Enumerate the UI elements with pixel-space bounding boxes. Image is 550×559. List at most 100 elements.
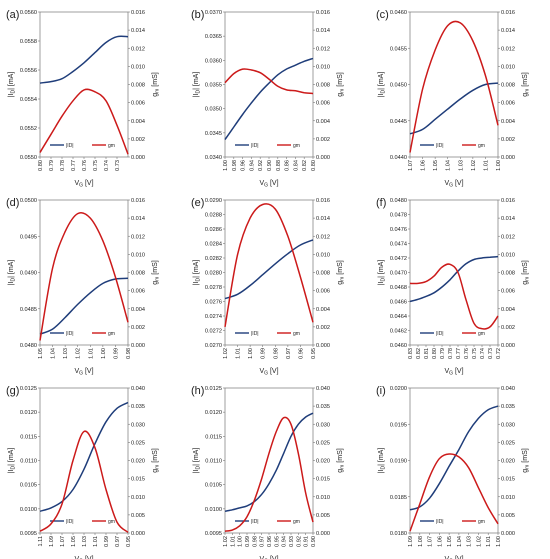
left-axis-label-sub: D xyxy=(11,466,17,470)
x-tick-label: 1.01 xyxy=(93,536,99,547)
panel-label: (a) xyxy=(6,9,19,21)
left-tick-label: 0.0480 xyxy=(20,343,37,349)
legend-label: gm xyxy=(108,519,115,525)
left-tick-label: 0.0110 xyxy=(205,459,222,465)
right-axis-label: gm [mS] xyxy=(337,260,346,284)
x-tick-label: 0.98 xyxy=(232,160,238,171)
left-tick-label: 0.0272 xyxy=(205,329,222,335)
x-tick-label: 0.97 xyxy=(286,348,292,359)
panel-label: (d) xyxy=(6,197,19,209)
series-line-gm xyxy=(224,68,314,95)
panel-b: (b) 0.0340 0.0345 0.0350 0.0355 0.0360 0.0365 0… xyxy=(191,9,346,189)
left-tick-label: 0.0556 xyxy=(20,68,37,74)
x-axis-label-unit: [V] xyxy=(268,556,279,559)
right-axis-label-unit: [mS] xyxy=(337,448,344,464)
legend-label: |ID| xyxy=(66,519,74,525)
left-tick-label: 0.0280 xyxy=(205,271,222,277)
right-tick-label: 0.016 xyxy=(501,10,515,16)
left-axis-label: |ID| [mA] xyxy=(193,260,202,286)
x-axis-label-unit: [V] xyxy=(83,556,94,559)
right-axis-label: gm [mS] xyxy=(337,72,346,96)
x-tick-label: 0.93 xyxy=(289,536,295,547)
right-tick-label: 0.025 xyxy=(131,440,145,446)
left-tick-label: 0.0365 xyxy=(205,34,222,40)
x-tick-label: 0.99 xyxy=(261,348,267,359)
right-tick-label: 0.010 xyxy=(501,495,515,501)
left-tick-label: 0.0355 xyxy=(205,83,222,89)
x-axis-label-main: V xyxy=(74,368,79,375)
x-tick-label: 1.05 xyxy=(447,536,453,547)
left-axis-label-sub: D xyxy=(196,90,202,94)
left-tick-label: 0.0440 xyxy=(390,155,407,161)
x-tick-label: 0.92 xyxy=(296,536,302,547)
right-tick-label: 0.012 xyxy=(131,234,145,240)
panel-label: (c) xyxy=(376,9,389,21)
panel-h: (h) 0.0095 0.0100 0.0105 0.0110 0.0115 0.0120 0… xyxy=(191,385,346,559)
right-axis-label-unit: [mS] xyxy=(152,260,159,276)
right-axis-label-main: g xyxy=(152,281,159,285)
right-axis-label-unit: [mS] xyxy=(337,260,344,276)
x-tick-label: 1.06 xyxy=(437,536,443,547)
left-axis-label-sub: D xyxy=(381,466,387,470)
x-tick-label: 0.94 xyxy=(249,160,255,171)
x-tick-label: 0.75 xyxy=(472,348,478,359)
panel-g: (g) 0.0095 0.0100 0.0105 0.0110 0.0115 0.0120 0… xyxy=(6,385,161,559)
x-tick-label: 0.96 xyxy=(241,160,247,171)
x-tick-label: 0.73 xyxy=(115,160,121,171)
right-axis-label-unit: [mS] xyxy=(337,72,344,88)
left-tick-label: 0.0288 xyxy=(205,213,222,219)
series-line-gm xyxy=(224,416,314,532)
right-tick-label: 0.005 xyxy=(316,513,330,519)
left-tick-label: 0.0474 xyxy=(390,242,407,248)
panel-label: (i) xyxy=(376,385,386,397)
left-tick-label: 0.0200 xyxy=(390,386,407,392)
left-axis-label-sub: D xyxy=(381,90,387,94)
left-tick-label: 0.0485 xyxy=(20,307,37,313)
x-tick-label: 0.78 xyxy=(448,348,454,359)
right-axis-label-main: g xyxy=(522,281,529,285)
right-tick-label: 0.004 xyxy=(316,307,330,313)
left-tick-label: 0.0190 xyxy=(390,459,407,465)
x-axis-label-main: V xyxy=(259,180,264,187)
x-tick-label: 1.03 xyxy=(82,536,88,547)
right-tick-label: 0.000 xyxy=(131,155,145,161)
left-tick-label: 0.0500 xyxy=(20,198,37,204)
right-tick-label: 0.000 xyxy=(316,155,330,161)
right-axis-label-unit: [mS] xyxy=(152,448,159,464)
x-tick-label: 1.00 xyxy=(223,160,229,171)
right-tick-label: 0.012 xyxy=(316,46,330,52)
panel-label: (e) xyxy=(191,197,204,209)
right-tick-label: 0.008 xyxy=(131,83,145,89)
right-tick-label: 0.012 xyxy=(501,234,515,240)
x-tick-label: 1.01 xyxy=(230,536,236,547)
x-tick-label: 0.79 xyxy=(49,160,55,171)
right-tick-label: 0.000 xyxy=(131,343,145,349)
left-tick-label: 0.0180 xyxy=(390,531,407,537)
right-axis-label-sub: m xyxy=(155,89,161,93)
left-tick-label: 0.0550 xyxy=(20,155,37,161)
left-tick-label: 0.0345 xyxy=(205,131,222,137)
right-tick-label: 0.000 xyxy=(316,343,330,349)
x-tick-label: 1.01 xyxy=(486,536,492,547)
x-tick-label: 0.72 xyxy=(496,348,502,359)
left-axis-label-unit: | [mA] xyxy=(8,448,15,466)
x-tick-label: 0.90 xyxy=(311,536,317,547)
left-axis-label-main: |I xyxy=(378,281,385,285)
right-tick-label: 0.006 xyxy=(131,101,145,107)
x-tick-label: 0.90 xyxy=(267,160,273,171)
right-tick-label: 0.014 xyxy=(131,28,145,34)
left-axis-label-main: |I xyxy=(193,281,200,285)
right-tick-label: 0.012 xyxy=(131,46,145,52)
right-tick-label: 0.008 xyxy=(501,83,515,89)
x-tick-label: 1.07 xyxy=(60,536,66,547)
x-axis-label-unit: [V] xyxy=(83,368,94,375)
right-tick-label: 0.025 xyxy=(316,440,330,446)
right-tick-label: 0.016 xyxy=(131,198,145,204)
left-tick-label: 0.0095 xyxy=(205,531,222,537)
left-tick-label: 0.0100 xyxy=(205,507,222,513)
left-tick-label: 0.0558 xyxy=(20,39,37,45)
x-tick-label: 1.02 xyxy=(471,160,477,171)
legend-label: gm xyxy=(293,143,300,149)
left-axis-label-unit: | [mA] xyxy=(8,72,15,90)
x-tick-label: 1.00 xyxy=(496,536,502,547)
